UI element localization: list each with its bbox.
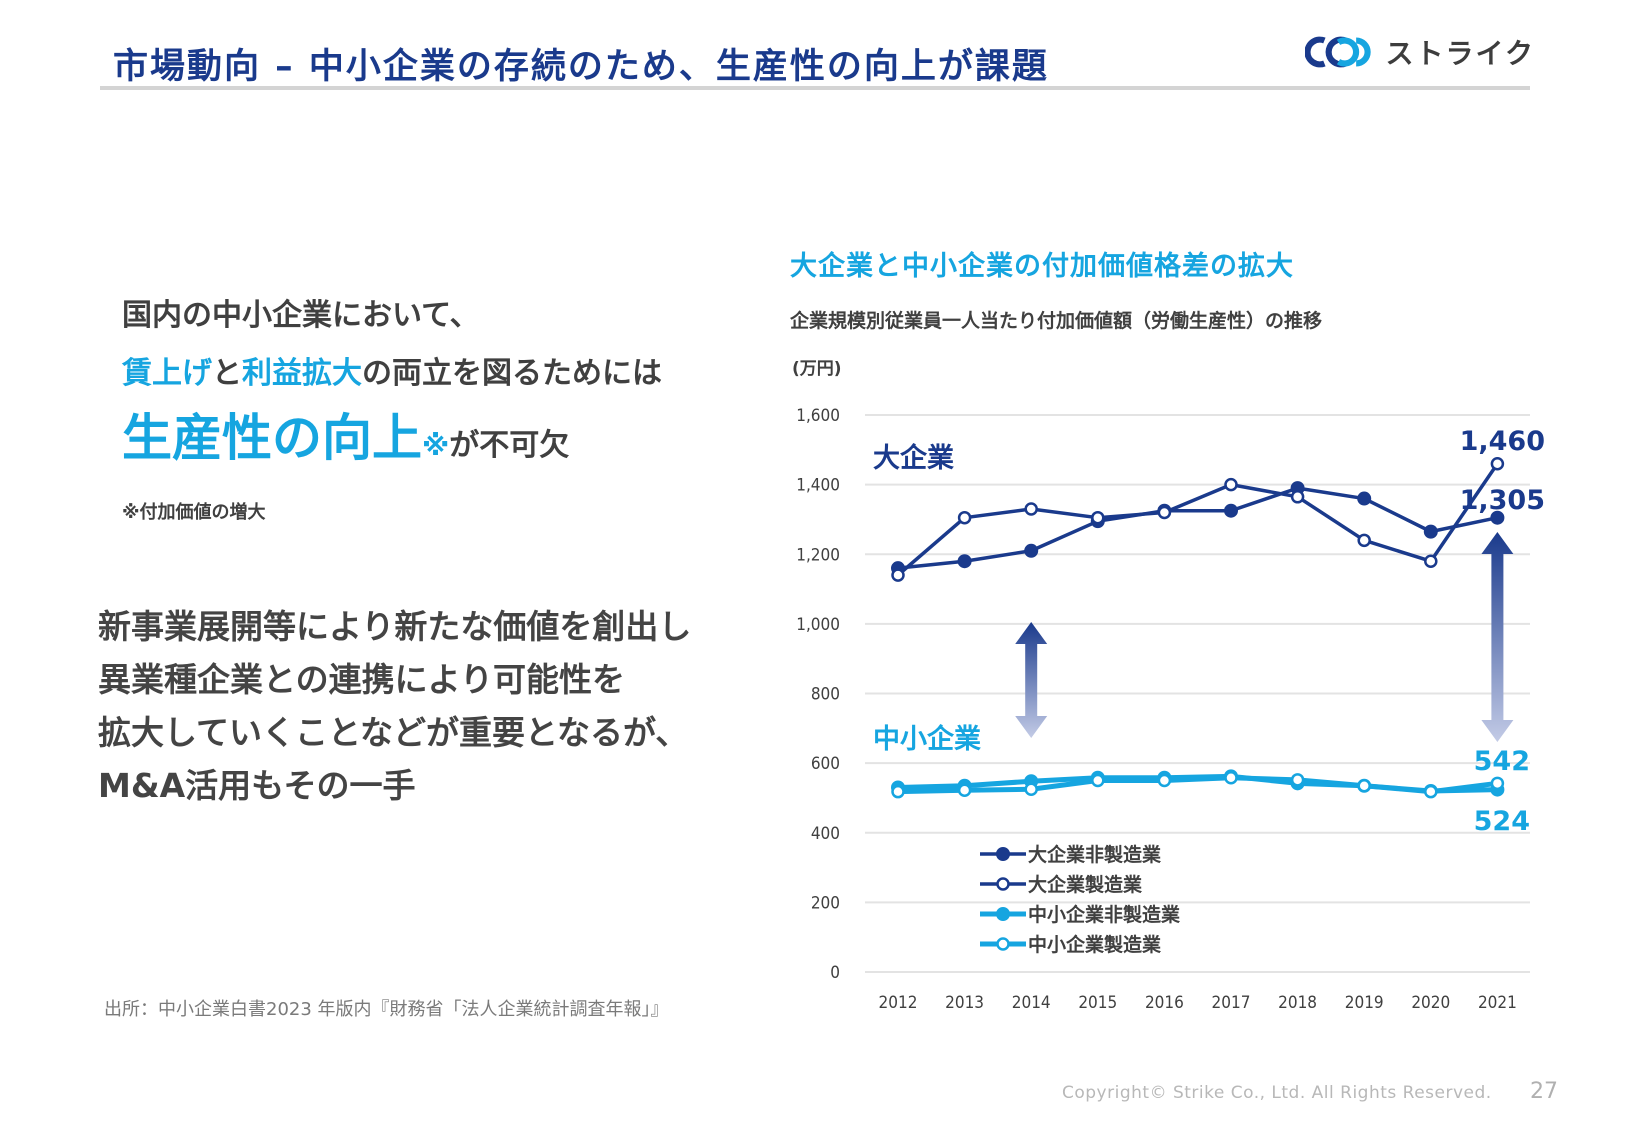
data-point: [1091, 510, 1105, 525]
source-note: 出所：中小企業白書2023 年版内『財務省「法人企業統計調査年報」』: [104, 999, 669, 1020]
y-tick-label: 200: [811, 893, 840, 913]
data-point: [1157, 505, 1172, 520]
legend-marker: [996, 847, 1010, 861]
strike-rings-logo-icon: [1305, 36, 1371, 68]
legend-marker: [996, 907, 1010, 921]
data-point: [1091, 773, 1105, 788]
y-axis-ticks: 0 200 400 600 800 1,000 1,200 1,400 1,600: [796, 406, 840, 983]
lead-line-3-tail: が不可欠: [449, 428, 570, 463]
highlight-wage-increase: 賃上げ: [122, 356, 212, 391]
group-label-large: 大企業: [873, 442, 954, 474]
series-lines: [891, 456, 1505, 799]
x-tick-label: 2012: [879, 993, 918, 1013]
y-tick-label: 1,000: [796, 615, 840, 635]
y-tick-label: 1,600: [796, 406, 840, 426]
legend-label: 大企業製造業: [1028, 873, 1143, 896]
data-point: [1024, 543, 1039, 558]
page-title: 市場動向 – 中小企業の存続のため、生産性の向上が課題: [113, 47, 1049, 87]
x-tick-label: 2020: [1411, 993, 1450, 1013]
lead-line-2-tail: の両立を図るためには: [362, 356, 662, 391]
body-paragraph: 新事業展開等により新たな価値を創出し 異業種企業との連携により可能性を 拡大して…: [98, 600, 691, 812]
y-tick-label: 600: [811, 754, 840, 774]
gridlines: [865, 414, 1530, 973]
series-line: [896, 462, 1499, 577]
data-point: [1224, 477, 1238, 492]
x-axis-ticks: 2012 2013 2014 2015 2016 2017 2018 2019 2020 2021: [879, 993, 1517, 1013]
series-line: [897, 775, 1498, 795]
company-logo: ストライク: [1305, 32, 1535, 72]
series-line: [897, 486, 1498, 570]
y-tick-label: 0: [830, 963, 840, 983]
y-axis-unit: (万円): [792, 359, 842, 379]
lead-line-2: 賃上げと利益拡大の両立を図るためには: [122, 348, 662, 392]
chart-title: 大企業と中小企業の付加価値格差の拡大: [790, 251, 1294, 282]
chart-subtitle: 企業規模別従業員一人当たり付加価値額（労働生産性）の推移: [790, 310, 1323, 332]
data-point: [1423, 524, 1438, 539]
data-point: [1224, 770, 1238, 785]
highlight-productivity: 生産性の向上: [122, 409, 422, 467]
title-divider: [100, 86, 1530, 90]
legend-marker: [996, 937, 1010, 951]
gap-arrows: [1015, 532, 1514, 742]
data-point: [1290, 490, 1305, 504]
y-tick-label: 1,400: [796, 476, 840, 496]
x-tick-label: 2015: [1078, 993, 1117, 1013]
legend-label: 中小企業非製造業: [1028, 903, 1181, 926]
value-label: 1,460: [1460, 426, 1545, 457]
x-tick-label: 2021: [1478, 993, 1517, 1013]
data-point: [891, 784, 905, 799]
y-tick-label: 1,200: [796, 545, 840, 565]
data-point: [957, 554, 972, 569]
double-arrow-icon: [1481, 532, 1514, 742]
body-line: 拡大していくことなどが重要となるが、: [98, 713, 689, 752]
x-tick-label: 2019: [1345, 993, 1384, 1013]
data-point: [1224, 503, 1238, 518]
data-point: [1357, 533, 1371, 548]
x-tick-label: 2016: [1145, 993, 1184, 1013]
value-label: 542: [1474, 746, 1530, 777]
data-point: [1490, 456, 1505, 471]
body-line: 異業種企業との連携により可能性を: [98, 660, 626, 699]
data-point: [1357, 779, 1371, 793]
x-tick-label: 2014: [1012, 993, 1051, 1013]
value-label: 524: [1474, 806, 1530, 837]
x-tick-label: 2017: [1212, 993, 1251, 1013]
data-point: [1357, 491, 1372, 506]
lead-connector: と: [212, 356, 242, 391]
double-arrow-icon: [1015, 622, 1048, 738]
legend-label: 中小企業製造業: [1028, 933, 1162, 956]
data-point: [1290, 773, 1305, 787]
y-tick-label: 800: [811, 685, 840, 705]
body-line: M&A活用もその一手: [98, 766, 416, 805]
data-point: [1490, 776, 1505, 791]
lead-line-3: 生産性の向上※が不可欠: [122, 398, 569, 470]
data-point: [1424, 554, 1438, 568]
data-point: [1024, 502, 1038, 516]
group-label-sme: 中小企業: [873, 723, 981, 755]
data-point: [1024, 782, 1038, 796]
copyright-notice: Copyright© Strike Co., Ltd. All Rights R…: [1062, 1083, 1492, 1103]
value-label: 1,305: [1460, 485, 1545, 516]
data-point: [957, 783, 972, 798]
footnote: ※付加価値の増大: [122, 502, 266, 523]
x-tick-label: 2013: [945, 993, 984, 1013]
data-point: [957, 510, 972, 525]
data-point: [1157, 773, 1172, 788]
y-tick-label: 400: [811, 824, 840, 844]
data-point: [1490, 510, 1505, 525]
logo-text: ストライク: [1385, 37, 1535, 70]
legend-label: 大企業非製造業: [1028, 843, 1162, 866]
footnote-mark: ※: [422, 429, 450, 462]
data-point: [891, 568, 905, 582]
highlight-profit-expansion: 利益拡大: [242, 356, 362, 391]
data-point: [1424, 784, 1438, 799]
page-number: 27: [1530, 1079, 1558, 1104]
legend-marker: [996, 877, 1010, 891]
body-line: 新事業展開等により新たな価値を創出し: [98, 607, 692, 646]
x-tick-label: 2018: [1278, 993, 1317, 1013]
lead-line-1: 国内の中小企業において、: [122, 298, 480, 333]
